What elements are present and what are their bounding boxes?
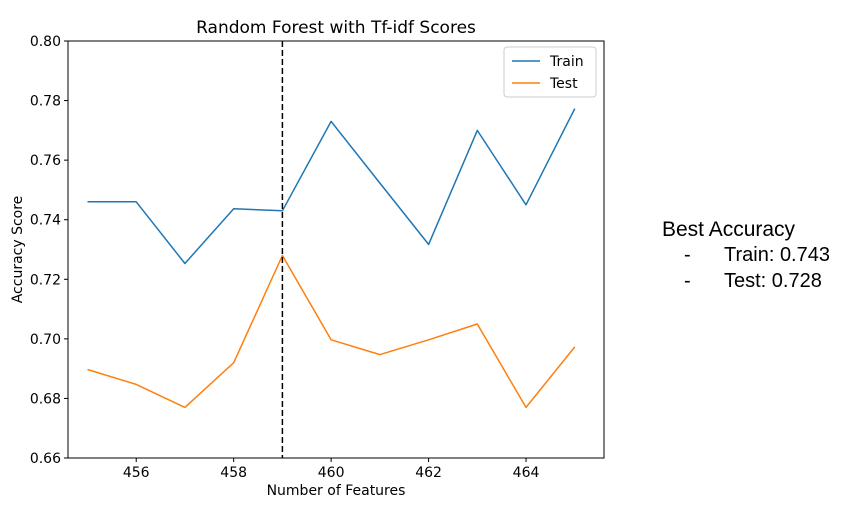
y-tick-label: 0.66 xyxy=(30,451,61,467)
y-tick-label: 0.72 xyxy=(30,272,61,288)
test-accuracy-text: Test: 0.728 xyxy=(724,270,822,292)
y-tick-label: 0.78 xyxy=(30,94,61,110)
best-accuracy-item: - Train: 0.743 xyxy=(662,242,830,268)
best-accuracy-title: Best Accuracy xyxy=(662,218,796,241)
chart-title: Random Forest with Tf-idf Scores xyxy=(196,18,476,38)
train-accuracy-text: Train: 0.743 xyxy=(724,244,830,266)
list-dash: - xyxy=(684,244,691,266)
list-dash: - xyxy=(684,270,691,292)
y-tick-label: 0.70 xyxy=(30,332,61,348)
best-accuracy-note: Best Accuracy - Train: 0.743 - Test: 0.7… xyxy=(662,218,830,294)
x-tick-label: 462 xyxy=(415,465,442,481)
legend-label-train: Train xyxy=(549,54,584,70)
plot-frame xyxy=(67,40,605,459)
x-tick-label: 456 xyxy=(123,465,150,481)
best-accuracy-item: - Test: 0.728 xyxy=(662,268,830,294)
y-tick-label: 0.80 xyxy=(30,34,61,50)
y-tick-label: 0.76 xyxy=(30,153,61,169)
x-tick-label: 464 xyxy=(513,465,540,481)
y-tick-label: 0.74 xyxy=(30,213,61,229)
best-accuracy-list: - Train: 0.743 - Test: 0.728 xyxy=(662,242,830,294)
series-line-test xyxy=(87,254,576,409)
x-axis-label: Number of Features xyxy=(267,483,406,499)
x-tick-label: 458 xyxy=(220,465,247,481)
series-line-train xyxy=(87,108,576,265)
legend-box xyxy=(503,46,597,98)
y-axis-label: Accuracy Score xyxy=(10,196,26,304)
legend-label-test: Test xyxy=(549,76,578,92)
y-tick-label: 0.68 xyxy=(30,391,61,407)
x-tick-label: 460 xyxy=(318,465,345,481)
